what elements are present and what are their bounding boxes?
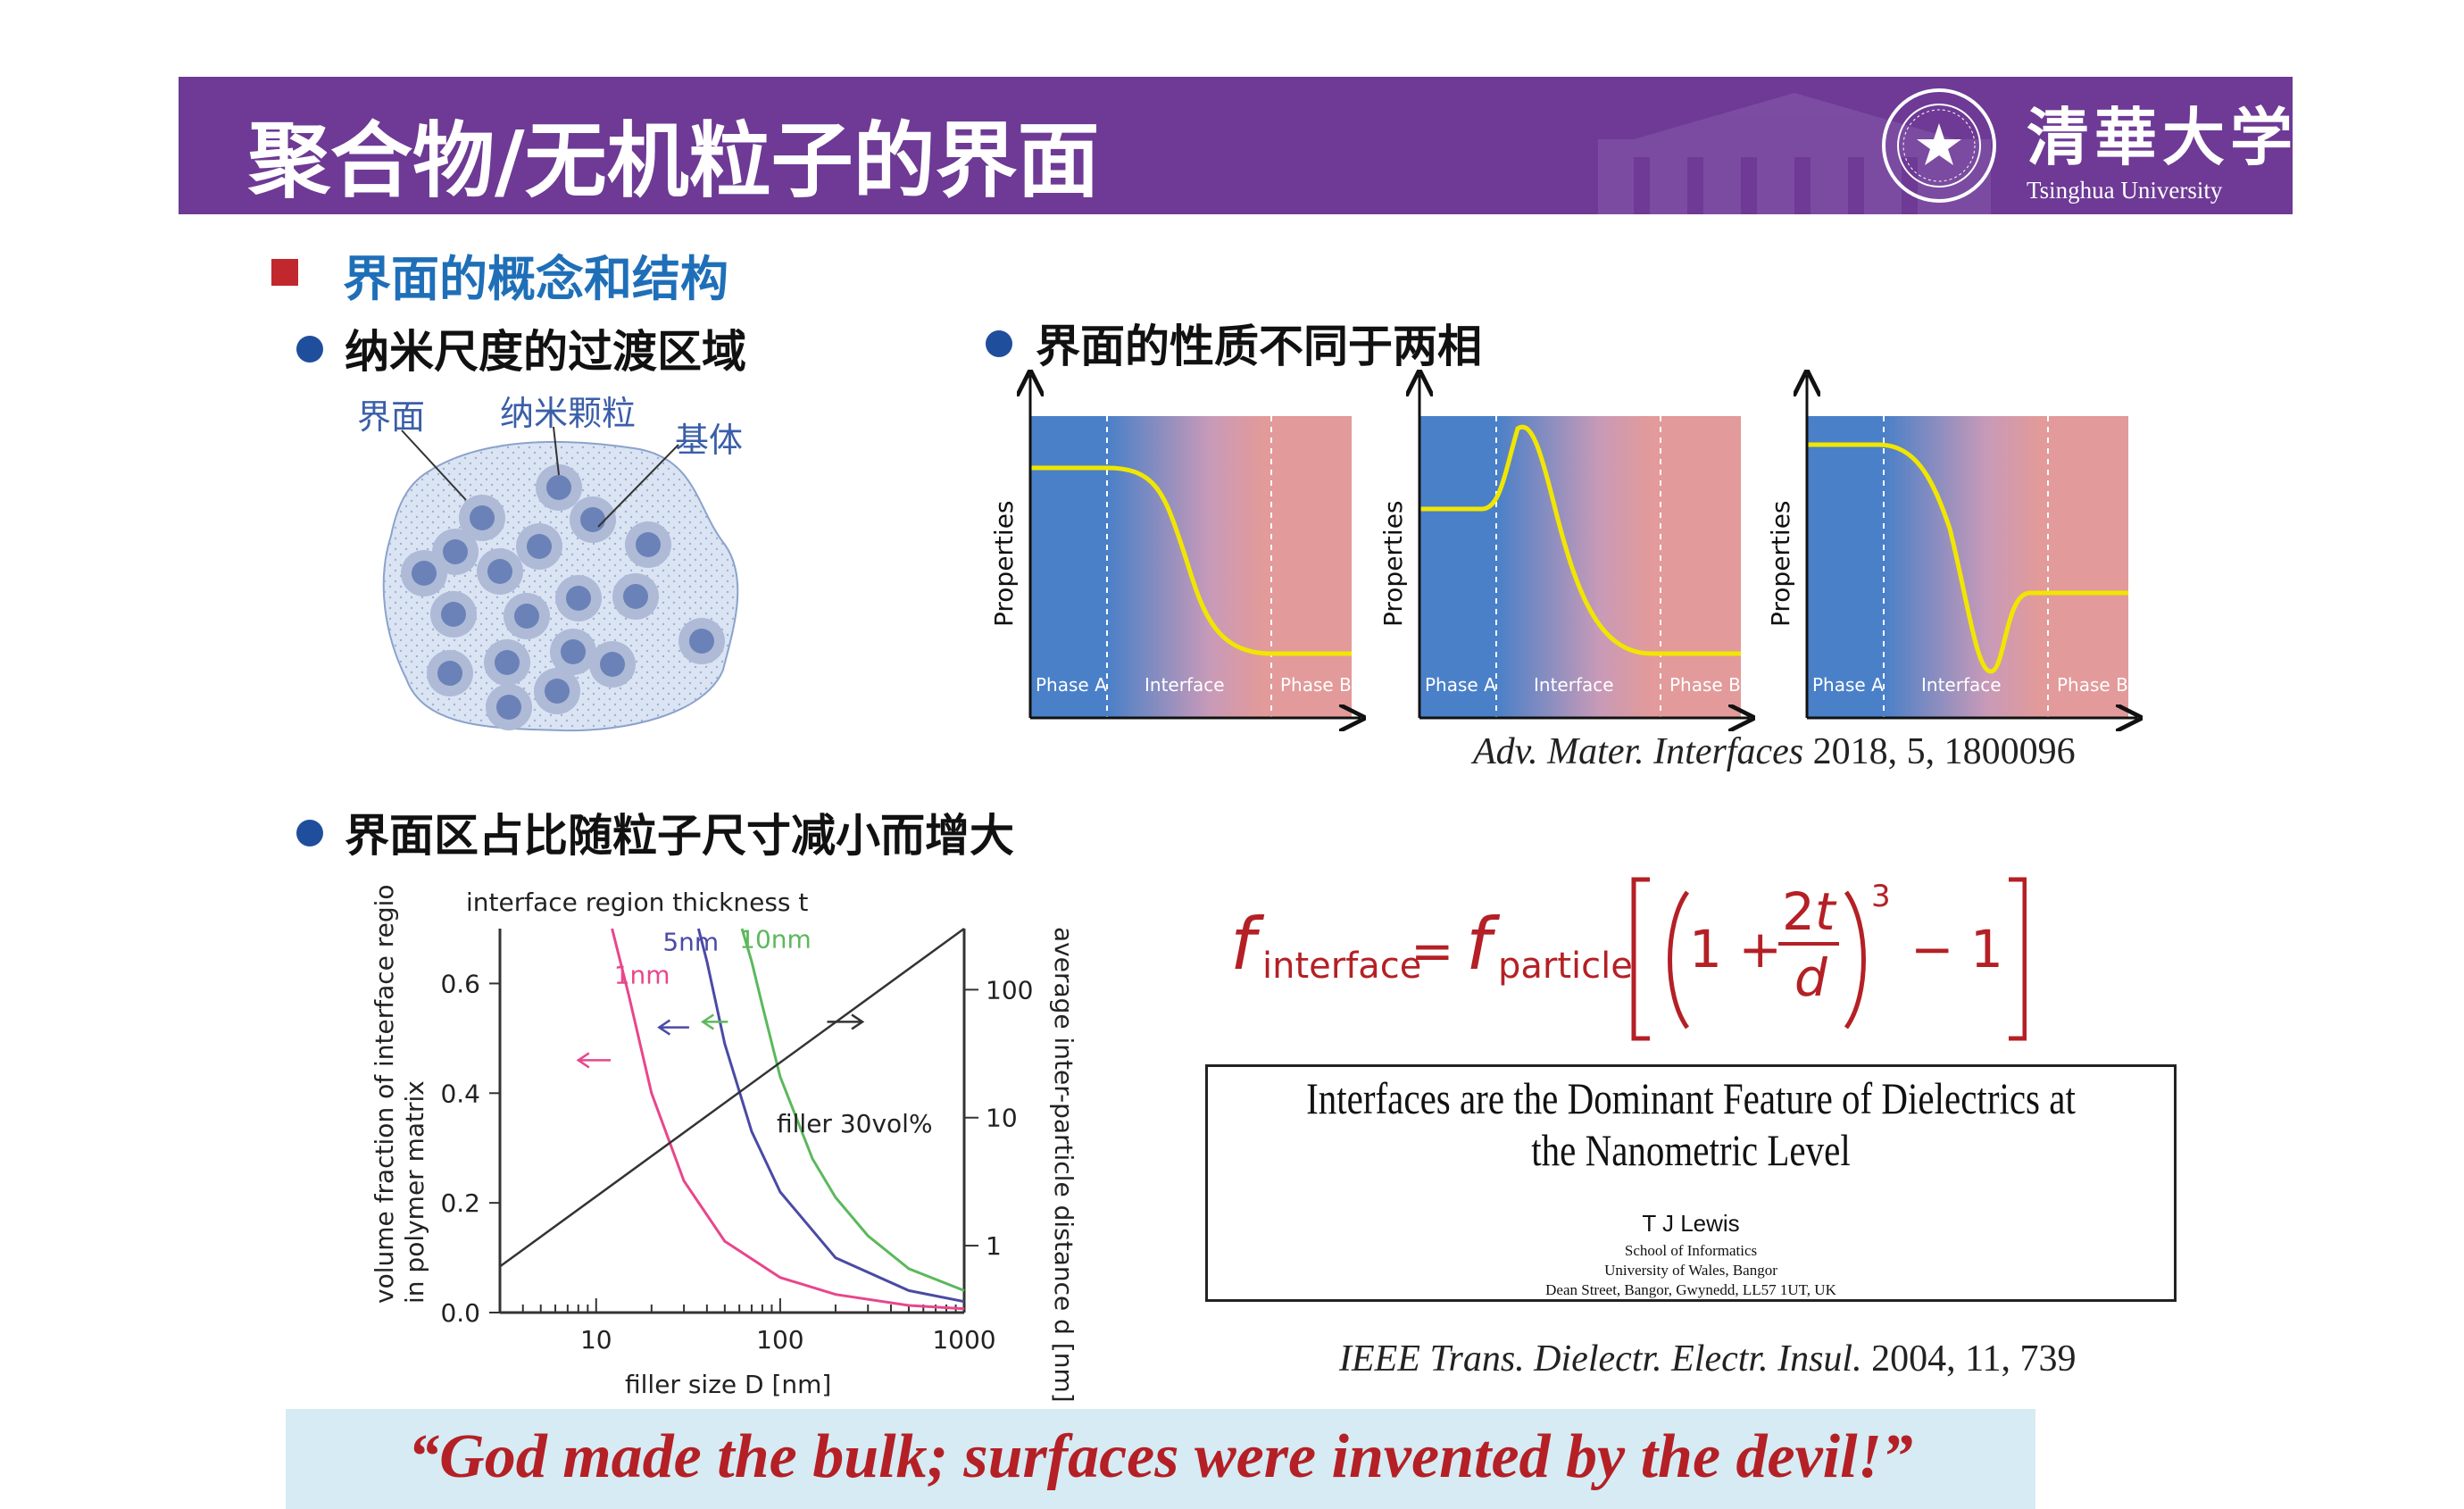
citation-adv-mater: Adv. Mater. Interfaces 2018, 5, 1800096 — [1473, 731, 2076, 772]
direction-arrowhead — [851, 1013, 865, 1030]
section-heading: 界面的概念和结构 — [343, 251, 728, 307]
series-line-d — [499, 927, 965, 1268]
bullet-nano-transition: 纳米尺度的过渡区域 — [345, 326, 746, 378]
paper-reference-box: Interfaces are the Dominant Feature of D… — [1205, 1064, 2177, 1302]
nanoparticle-group — [401, 464, 725, 730]
zone-label: Phase B — [2057, 674, 2128, 696]
property-plot-monotonic-decrease: Properties Phase A Interface Phase B — [989, 375, 1361, 718]
series-label-1nm: 1nm — [614, 960, 670, 989]
svg-text:f: f — [1230, 903, 1265, 986]
y-axis-label: Properties — [989, 500, 1019, 627]
quote-text: “God made the bulk; surfaces were invent… — [408, 1422, 1913, 1491]
x-tick-label: 10 — [580, 1325, 612, 1355]
zone-label: Phase B — [1280, 674, 1352, 696]
series-line-5nm — [696, 928, 965, 1304]
university-name-cn: 清華大学 — [2027, 100, 2298, 174]
zone-label: Interface — [1145, 674, 1225, 696]
zone-label: Phase A — [1812, 674, 1884, 696]
y2-tick-label: 10 — [986, 1104, 1018, 1133]
section-square-bullet — [271, 259, 298, 286]
interface-fraction-chart: 0.0 0.2 0.4 0.6 10 100 1000 1 10 100 1nm 5nm 10nm i… — [370, 884, 1078, 1403]
y2-tick-label: 1 — [986, 1231, 1002, 1261]
property-plot-peak: Properties Phase A Interface Phase B — [1378, 375, 1750, 718]
y-axis-label: volume fraction of interface regionin po… — [370, 884, 429, 1304]
y-axis-label: Properties — [1766, 500, 1795, 627]
citation-ieee: IEEE Trans. Dielectr. Electr. Insul. 200… — [1339, 1338, 2077, 1380]
zone-label: Phase A — [1036, 674, 1107, 696]
y-tick-label: 0.6 — [440, 969, 480, 998]
label-matrix: 基体 — [675, 421, 743, 460]
bullet-dot — [296, 820, 323, 846]
series-line-1nm — [611, 928, 965, 1311]
paper-affiliation: School of Informatics — [1624, 1242, 1758, 1259]
university-name-en: Tsinghua University — [2027, 177, 2223, 204]
svg-text:=: = — [1411, 921, 1454, 981]
y-tick-label: 0.0 — [440, 1298, 480, 1328]
formula-exponent: 3 — [1871, 879, 1891, 914]
bullet-dot — [296, 336, 323, 363]
formula-rhs-subscript: particle — [1498, 946, 1633, 987]
label-interface: 界面 — [357, 397, 425, 437]
label-nanoparticle: 纳米颗粒 — [500, 394, 636, 433]
page-title: 聚合物/无机粒子的界面 — [248, 113, 1100, 209]
property-plots: Properties Phase A Interface Phase B Pro… — [989, 368, 2152, 743]
direction-arrowhead — [701, 1013, 714, 1030]
bullet-interface-properties: 界面的性质不同于两相 — [1036, 321, 1482, 372]
svg-text:d: d — [1794, 947, 1828, 1008]
y-axis-label: Properties — [1378, 500, 1408, 627]
series-line-10nm — [740, 928, 965, 1292]
bullet-dot — [986, 330, 1012, 357]
direction-arrowhead — [576, 1052, 590, 1069]
direction-arrowhead — [657, 1019, 671, 1036]
bullet-interface-fraction: 界面区占比随粒子尺寸减小而增大 — [345, 810, 1014, 862]
x-tick-label: 100 — [756, 1325, 803, 1355]
quote-banner: “God made the bulk; surfaces were invent… — [286, 1409, 2035, 1509]
chart-annotation: filler 30vol% — [777, 1109, 933, 1138]
svg-text:f: f — [1466, 903, 1501, 986]
zone-label: Interface — [1534, 674, 1614, 696]
zone-label: Phase B — [1669, 674, 1741, 696]
y-tick-label: 0.4 — [440, 1079, 480, 1108]
university-seal-icon — [1882, 88, 1996, 203]
svg-text:− 1: − 1 — [1910, 919, 2003, 980]
svg-text:2t: 2t — [1782, 881, 1837, 942]
paper-affiliation: University of Wales, Bangor — [1604, 1262, 1777, 1279]
x-axis-label: filler size D [nm] — [625, 1370, 831, 1399]
y-tick-label: 0.2 — [440, 1188, 480, 1218]
nanoparticle-diagram: 界面 纳米颗粒 基体 — [357, 394, 743, 732]
zone-label: Interface — [1921, 674, 2002, 696]
formula-lhs-subscript: interface — [1262, 946, 1421, 987]
header-banner: 聚合物/无机粒子的界面 清華大学 Tsinghua University — [179, 77, 2293, 214]
building-watermark — [1598, 93, 1991, 214]
x-tick-label: 1000 — [932, 1325, 995, 1355]
paper-affiliation: Dean Street, Bangor, Gwynedd, LL57 1UT, … — [1545, 1281, 1836, 1298]
paper-title: Interfaces are the Dominant Feature of D… — [1306, 1073, 2076, 1175]
chart-title: interface region thickness t — [466, 888, 808, 917]
zone-label: Phase A — [1425, 674, 1496, 696]
interface-fraction-formula: f interface = f particle 1 + 2t d 3 − 1 — [1230, 877, 2027, 1041]
y2-tick-label: 100 — [986, 975, 1033, 1005]
y2-axis-label: average inter-particle distance d [nm] — [1049, 927, 1078, 1403]
svg-text:1 +: 1 + — [1689, 919, 1782, 980]
series-label-5nm: 5nm — [662, 928, 719, 957]
paper-author: T J Lewis — [1642, 1210, 1740, 1237]
series-label-10nm: 10nm — [739, 925, 812, 955]
property-plot-dip: Properties Phase A Interface Phase B — [1766, 375, 2137, 718]
